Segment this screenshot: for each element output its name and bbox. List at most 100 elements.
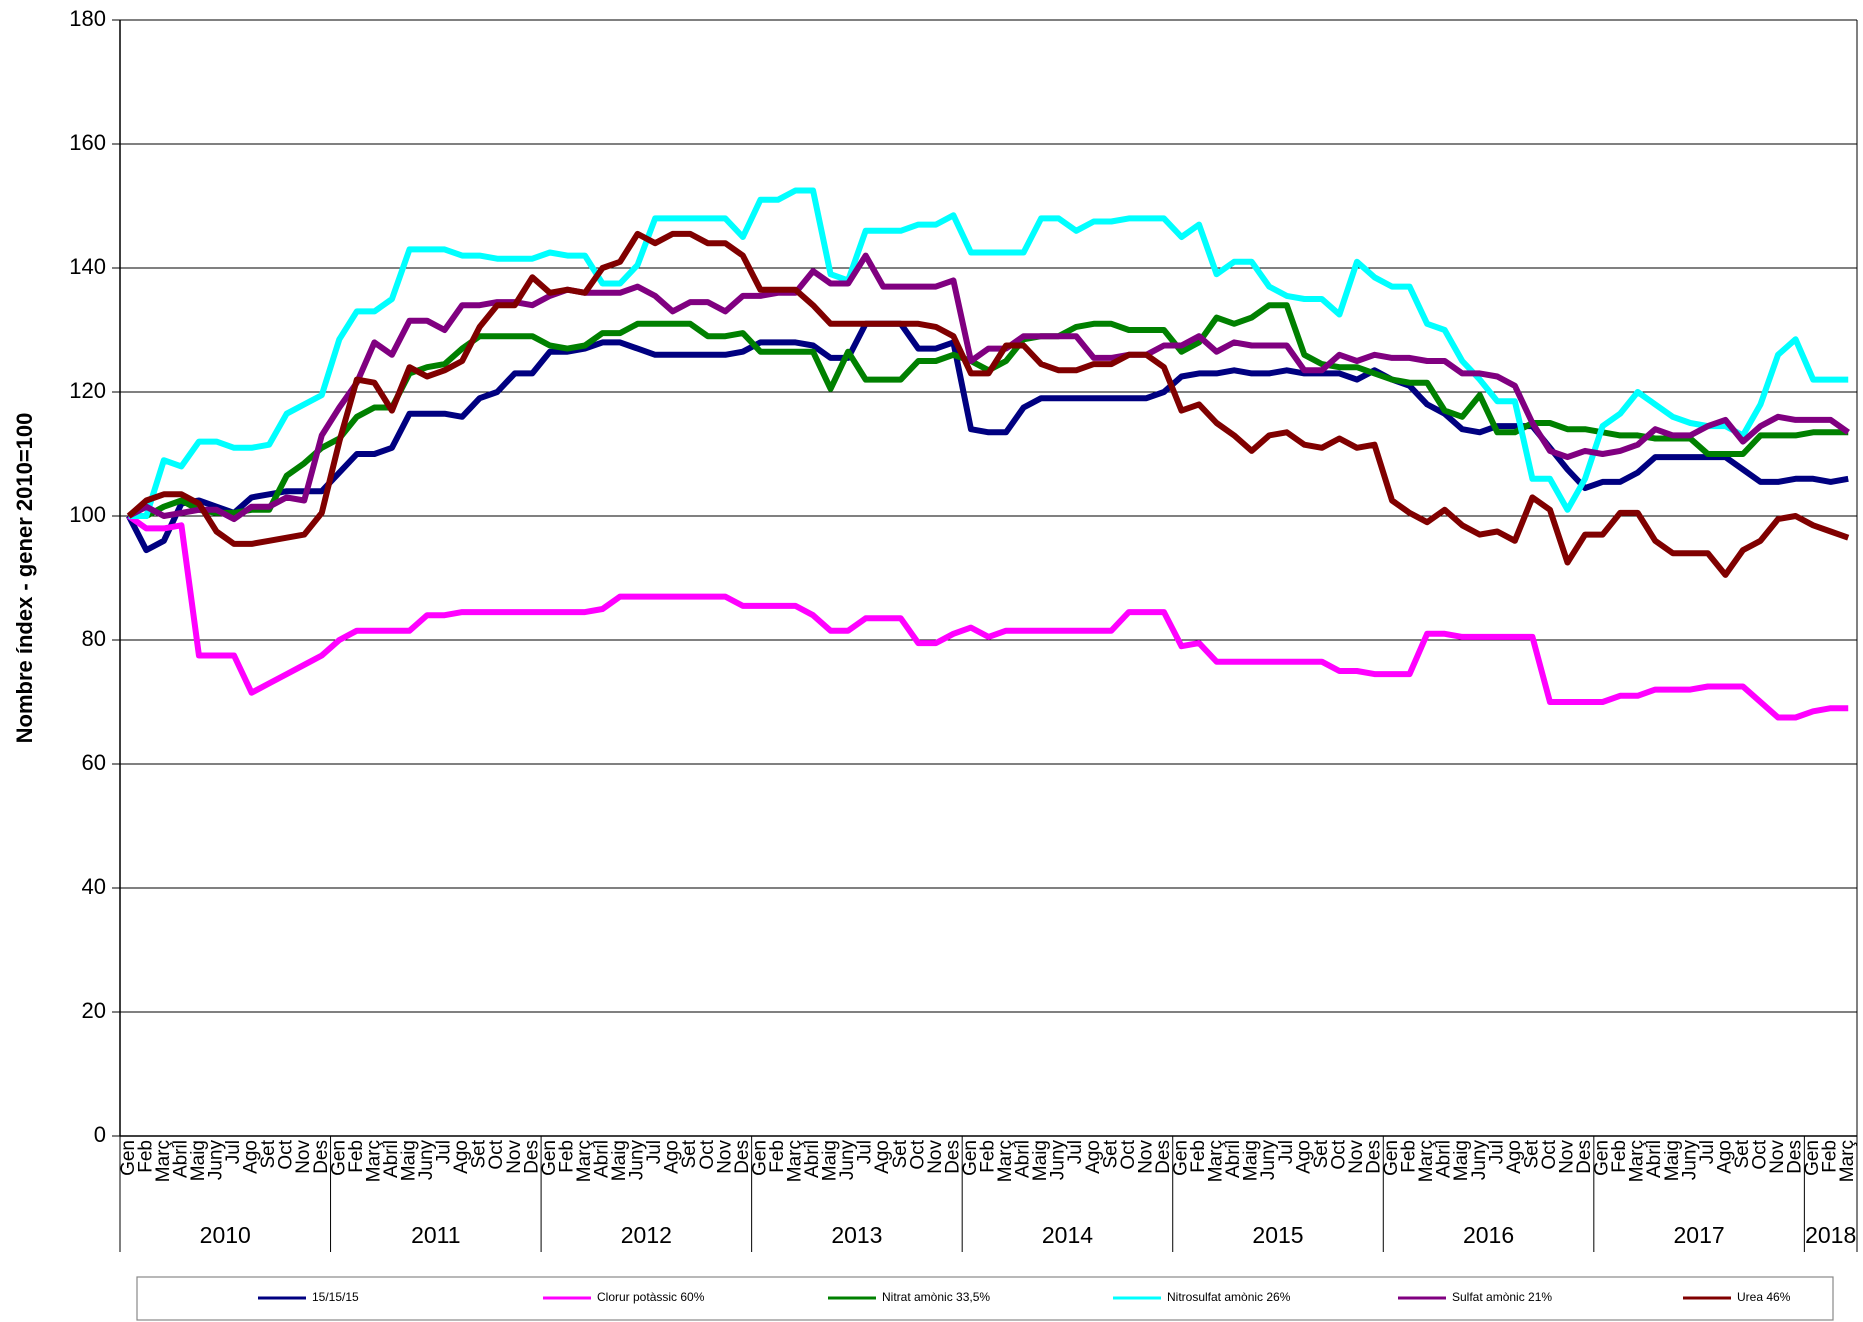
x-tick-label: Nov — [1135, 1140, 1156, 1174]
x-tick-label: Maig — [399, 1140, 420, 1181]
x-tick-label: Jul — [1697, 1140, 1718, 1164]
x-tick-label: Feb — [556, 1140, 577, 1173]
x-tick-label: Set — [258, 1139, 279, 1168]
x-tick-label: Maig — [1662, 1140, 1683, 1181]
year-label: 2013 — [831, 1222, 882, 1248]
x-tick-label: Nov — [293, 1140, 314, 1174]
x-tick-label: Ago — [1504, 1140, 1525, 1174]
x-tick-label: Des — [1574, 1140, 1595, 1174]
x-tick-label: Juny — [1258, 1140, 1279, 1181]
x-tick-label: Oct — [1118, 1139, 1139, 1169]
legend-box — [136, 1276, 1834, 1321]
x-tick-label: Ago — [872, 1140, 893, 1174]
x-tick-label: Oct — [1750, 1139, 1771, 1169]
x-tick-label: Abril — [1644, 1140, 1665, 1178]
x-tick-label: Set — [1732, 1139, 1753, 1168]
x-tick-label: Set — [679, 1139, 700, 1168]
year-label: 2016 — [1463, 1222, 1514, 1248]
x-tick-label: Oct — [697, 1139, 718, 1169]
y-tick-label: 80 — [82, 626, 106, 651]
x-tick-label: Set — [1100, 1139, 1121, 1168]
x-tick-label: Maig — [188, 1140, 209, 1181]
series-line — [126, 230, 1850, 578]
x-tick-label: Juny — [837, 1140, 858, 1181]
x-tick-label: Juny — [1469, 1140, 1490, 1181]
y-tick-label: 20 — [82, 998, 106, 1023]
x-tick-label: Des — [942, 1140, 963, 1174]
year-label: 2012 — [621, 1222, 672, 1248]
x-tick-label: Gen — [749, 1140, 770, 1176]
x-tick-label: Set — [890, 1139, 911, 1168]
x-tick-label: Juny — [416, 1140, 437, 1181]
x-tick-label: Març — [995, 1140, 1016, 1182]
x-tick-label: Març — [785, 1140, 806, 1182]
x-tick-label: Ago — [662, 1140, 683, 1174]
x-tick-label: Juny — [1048, 1140, 1069, 1181]
y-tick-label: 0 — [94, 1122, 106, 1147]
y-tick-label: 140 — [69, 254, 106, 279]
x-tick-label: Feb — [1820, 1140, 1841, 1173]
x-tick-label: Abril — [592, 1140, 613, 1178]
x-tick-label: Set — [1521, 1139, 1542, 1168]
x-tick-label: Març — [1206, 1140, 1227, 1182]
x-tick-label: Oct — [276, 1139, 297, 1169]
x-tick-label: Abril — [1434, 1140, 1455, 1178]
x-tick-label: Març — [1416, 1140, 1437, 1182]
x-tick-label: Feb — [346, 1140, 367, 1173]
x-tick-label: Juny — [206, 1140, 227, 1181]
year-label: 2015 — [1252, 1222, 1303, 1248]
x-tick-label: Abril — [802, 1140, 823, 1178]
x-tick-label: Des — [311, 1140, 332, 1174]
x-tick-label: Oct — [1328, 1139, 1349, 1169]
series-line — [128, 187, 1849, 519]
x-tick-label: Abril — [1013, 1140, 1034, 1178]
x-tick-label: Feb — [135, 1140, 156, 1173]
x-tick-label: Oct — [486, 1139, 507, 1169]
x-tick-label: Maig — [820, 1140, 841, 1181]
x-tick-label: Gen — [118, 1140, 139, 1176]
x-tick-label: Des — [521, 1140, 542, 1174]
x-tick-label: Set — [469, 1139, 490, 1168]
x-tick-label: Feb — [767, 1140, 788, 1173]
x-tick-label: Feb — [1609, 1140, 1630, 1173]
x-tick-label: Jul — [434, 1140, 455, 1164]
x-tick-label: Gen — [1381, 1140, 1402, 1176]
x-tick-label: Gen — [539, 1140, 560, 1176]
y-tick-label: 40 — [82, 874, 106, 899]
x-tick-label: Ago — [241, 1140, 262, 1174]
x-tick-label: Nov — [714, 1140, 735, 1174]
year-label: 2014 — [1042, 1222, 1093, 1248]
x-tick-label: Jul — [223, 1140, 244, 1164]
x-tick-label: Gen — [328, 1140, 349, 1176]
series-line — [127, 252, 1850, 523]
x-tick-label: Març — [1627, 1140, 1648, 1182]
x-tick-label: Oct — [907, 1139, 928, 1169]
y-tick-label: 100 — [69, 502, 106, 527]
x-tick-label: Maig — [609, 1140, 630, 1181]
x-tick-label: Oct — [1539, 1139, 1560, 1169]
x-tick-label: Feb — [1399, 1140, 1420, 1173]
x-tick-label: Maig — [1030, 1140, 1051, 1181]
legend-label: Clorur potàssic 60% — [597, 1290, 705, 1304]
x-tick-label: Ago — [451, 1140, 472, 1174]
x-tick-label: Març — [153, 1140, 174, 1182]
year-label: 2017 — [1674, 1222, 1725, 1248]
x-tick-label: Gen — [1592, 1140, 1613, 1176]
series-line — [126, 320, 1849, 554]
x-tick-label: Nov — [504, 1140, 525, 1174]
legend-label: Nitrat amònic 33,5% — [882, 1290, 990, 1304]
x-tick-label: Set — [1311, 1139, 1332, 1168]
year-label: 2011 — [411, 1222, 460, 1248]
x-tick-label: Abril — [381, 1140, 402, 1178]
x-tick-label: Març — [363, 1140, 384, 1182]
x-tick-label: Des — [1785, 1140, 1806, 1174]
x-tick-label: Feb — [1188, 1140, 1209, 1173]
x-tick-label: Gen — [960, 1140, 981, 1176]
x-tick-label: Nov — [925, 1140, 946, 1174]
year-label: 2018 — [1805, 1222, 1856, 1248]
x-tick-label: Ago — [1714, 1140, 1735, 1174]
series-line — [127, 513, 1849, 721]
x-tick-label: Juny — [1679, 1140, 1700, 1181]
y-tick-label: 120 — [69, 378, 106, 403]
